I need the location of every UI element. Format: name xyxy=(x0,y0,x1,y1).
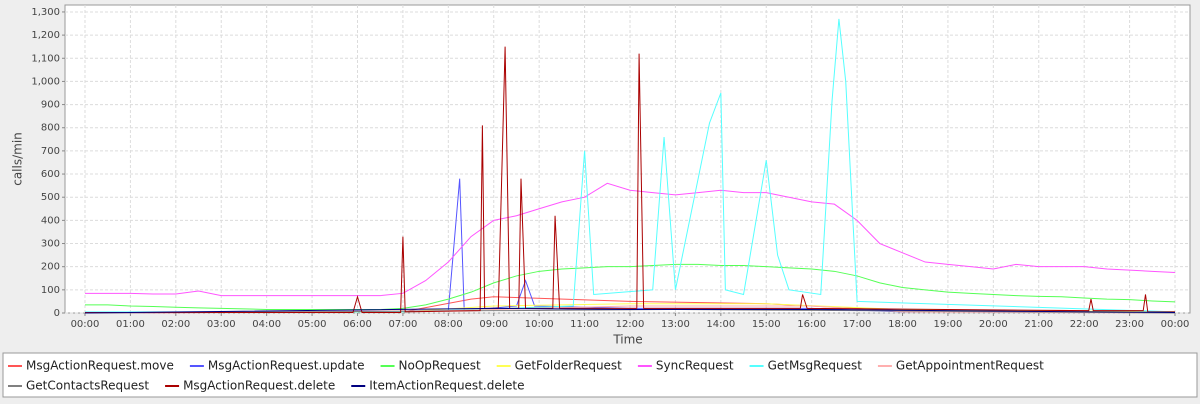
legend-label: GetAppointmentRequest xyxy=(896,359,1044,373)
legend-label: MsgActionRequest.update xyxy=(208,359,365,373)
x-tick-label: 13:00 xyxy=(661,319,690,330)
x-tick-label: 16:00 xyxy=(797,319,826,330)
plot: 0 100 200 300 400 500 600 700 800 900 1,000 1,100 1,… xyxy=(31,5,1190,330)
series-line xyxy=(84,182,1176,297)
y-tick-label: 800 xyxy=(41,123,60,134)
x-tick-label: 17:00 xyxy=(843,319,872,330)
y-axis-label: calls/min xyxy=(11,132,25,186)
x-tick-label: 03:00 xyxy=(207,319,236,330)
plot-area xyxy=(64,4,1191,314)
x-tick-label: 19:00 xyxy=(934,319,963,330)
y-tick-label: 600 xyxy=(41,169,60,180)
y-tick-label: 300 xyxy=(41,239,60,250)
x-tick-label: 15:00 xyxy=(752,319,781,330)
legend: MsgActionRequest.move MsgActionRequest.up… xyxy=(8,359,1044,393)
y-tick-label: 500 xyxy=(41,192,60,203)
x-tick-label: 14:00 xyxy=(706,319,735,330)
x-tick-label: 22:00 xyxy=(1070,319,1099,330)
x-tick-label: 06:00 xyxy=(343,319,372,330)
x-tick-label: 00:00 xyxy=(1161,319,1190,330)
x-tick-label: 12:00 xyxy=(616,319,645,330)
x-tick-label: 04:00 xyxy=(252,319,281,330)
legend-label: GetMsgRequest xyxy=(768,359,863,373)
y-tick-label: 700 xyxy=(41,146,60,157)
x-axis-label: Time xyxy=(612,333,642,347)
series-line xyxy=(84,263,1176,311)
series-line xyxy=(84,18,1176,313)
x-tick-label: 11:00 xyxy=(570,319,599,330)
x-tick-label: 07:00 xyxy=(388,319,417,330)
x-tick-label: 21:00 xyxy=(1024,319,1053,330)
y-tick-label: 1,300 xyxy=(31,7,60,18)
y-tick-label: 400 xyxy=(41,215,60,226)
legend-label: NoOpRequest xyxy=(399,359,481,373)
x-tick-label: 00:00 xyxy=(71,319,100,330)
y-tick-label: 1,000 xyxy=(31,76,60,87)
x-tick-label: 23:00 xyxy=(1115,319,1144,330)
legend-label: GetFolderRequest xyxy=(515,359,623,373)
y-tick-label: 1,200 xyxy=(31,30,60,41)
x-tick-label: 10:00 xyxy=(525,319,554,330)
y-tick-label: 200 xyxy=(41,262,60,273)
legend-label: MsgActionRequest.delete xyxy=(183,379,335,393)
x-tick-label: 01:00 xyxy=(116,319,145,330)
legend-label: GetContactsRequest xyxy=(26,379,149,393)
x-tick-label: 02:00 xyxy=(161,319,190,330)
x-tick-label: 05:00 xyxy=(298,319,327,330)
x-tick-label: 18:00 xyxy=(888,319,917,330)
y-tick-label: 100 xyxy=(41,285,60,296)
y-tick-label: 1,100 xyxy=(31,53,60,64)
x-tick-label: 08:00 xyxy=(434,319,463,330)
x-tick-label: 20:00 xyxy=(979,319,1008,330)
legend-label: ItemActionRequest.delete xyxy=(369,379,524,393)
legend-box xyxy=(2,352,1198,398)
x-tick-label: 09:00 xyxy=(479,319,508,330)
series-line xyxy=(84,307,1176,314)
legend-label: SyncRequest xyxy=(656,359,734,373)
y-tick-label: 900 xyxy=(41,100,60,111)
y-tick-label: 0 xyxy=(54,308,60,319)
legend-label: MsgActionRequest.move xyxy=(26,359,174,373)
